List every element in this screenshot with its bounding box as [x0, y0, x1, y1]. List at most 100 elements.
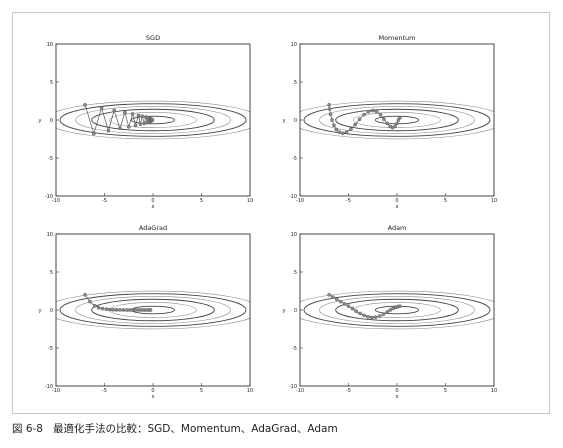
caption-text: 最適化手法の比較：SGD、Momentum、AdaGrad、Adam [53, 423, 338, 435]
y-tick-label: 0 [50, 118, 53, 124]
contour-ellipse [353, 112, 441, 128]
data-point [381, 312, 386, 316]
contour-ellipse [75, 296, 231, 324]
data-point [398, 304, 402, 309]
y-axis-label: y [39, 308, 42, 314]
data-point [350, 306, 355, 311]
data-point [393, 124, 397, 129]
data-point [126, 125, 131, 129]
data-point [334, 127, 339, 132]
x-tick-label: 10 [491, 198, 497, 204]
data-point [342, 302, 347, 306]
data-point [118, 126, 122, 131]
data-point [130, 112, 135, 116]
data-point [369, 315, 374, 320]
data-point [100, 306, 105, 311]
plot-area [55, 233, 251, 387]
data-point [83, 292, 87, 297]
contour-lines [56, 290, 250, 330]
contour-ellipse [109, 112, 197, 128]
data-point [395, 121, 399, 126]
x-tick-label: -5 [102, 388, 107, 394]
y-tick-label: -10 [289, 194, 297, 200]
data-point [328, 112, 333, 117]
x-axis-label: x [396, 394, 399, 400]
data-point [362, 313, 366, 318]
x-tick-label: 0 [395, 388, 398, 394]
y-tick-label: -5 [292, 346, 297, 352]
data-point [140, 114, 145, 118]
y-tick-label: 5 [50, 270, 53, 276]
data-point [398, 115, 402, 120]
data-point [104, 307, 109, 312]
data-point [385, 121, 390, 126]
contour-ellipse [59, 103, 247, 137]
data-point [108, 307, 112, 312]
data-point [148, 308, 153, 312]
figure-caption: 図 6-8 最適化手法の比較：SGD、Momentum、AdaGrad、Adam [12, 421, 338, 436]
data-point [366, 109, 371, 114]
data-point [88, 299, 92, 304]
data-point [111, 307, 116, 312]
data-point [382, 117, 386, 122]
contour-ellipse [300, 100, 494, 140]
data-point [388, 308, 393, 312]
contour-ellipse [335, 108, 459, 132]
data-point [338, 299, 343, 304]
data-point [378, 112, 383, 117]
chart-title: Adam [388, 224, 407, 232]
contour-ellipse [75, 106, 231, 134]
y-tick-label: -5 [48, 346, 53, 352]
data-point [327, 292, 331, 297]
x-tick-label: 5 [200, 388, 203, 394]
data-point [362, 112, 366, 117]
contour-lines [300, 100, 494, 140]
x-tick-label: 0 [151, 198, 154, 204]
y-tick-label: 10 [47, 232, 53, 238]
y-axis-label: y [39, 118, 42, 124]
y-tick-label: -10 [289, 384, 297, 390]
x-axis-label: x [152, 204, 155, 210]
y-axis-label: y [283, 308, 286, 314]
data-point [354, 309, 359, 313]
x-tick-label: -5 [102, 198, 107, 204]
data-point [331, 295, 335, 299]
data-point [136, 113, 141, 118]
figure-number: 図 6-8 [12, 423, 43, 435]
contour-ellipse [319, 296, 475, 324]
contour-ellipse [300, 290, 494, 330]
y-tick-label: 10 [47, 42, 53, 48]
y-tick-label: -10 [45, 384, 53, 390]
chart-title: AdaGrad [139, 224, 167, 232]
data-point [366, 315, 370, 319]
data-point [150, 117, 155, 122]
y-tick-label: 0 [294, 118, 297, 124]
data-point [118, 308, 122, 312]
data-point [121, 308, 126, 312]
contour-ellipse [353, 302, 441, 318]
contour-ellipse [91, 298, 215, 322]
x-tick-label: 10 [247, 388, 253, 394]
contour-lines [56, 100, 250, 140]
data-point [374, 109, 379, 114]
data-point [332, 123, 336, 128]
x-tick-label: 10 [491, 388, 497, 394]
contour-ellipse [319, 106, 475, 134]
contour-ellipse [130, 115, 176, 125]
data-point [373, 315, 378, 320]
data-point [138, 122, 143, 126]
data-point [349, 127, 353, 131]
data-point [377, 314, 382, 318]
data-point [92, 131, 96, 136]
data-point [106, 128, 111, 133]
y-tick-label: -5 [292, 156, 297, 162]
contour-ellipse [56, 290, 250, 330]
x-tick-label: -10 [296, 388, 304, 394]
contour-ellipse [59, 293, 247, 327]
x-axis-label: x [396, 204, 399, 210]
contour-ellipse [56, 100, 250, 140]
x-tick-label: -5 [346, 198, 351, 204]
contour-ellipse [303, 293, 491, 327]
x-axis-label: x [152, 394, 155, 400]
